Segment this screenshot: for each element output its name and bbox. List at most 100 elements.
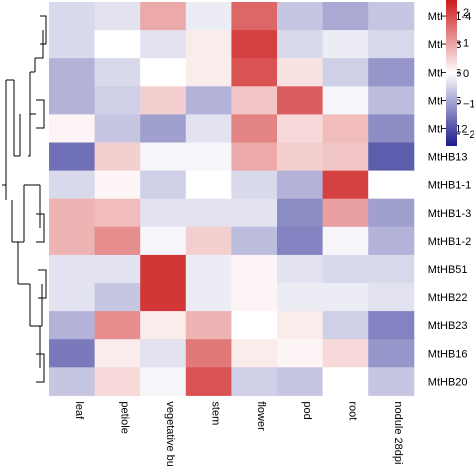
heatmap-cell	[185, 198, 232, 228]
heatmap-cell	[231, 86, 278, 115]
heatmap-cell	[49, 367, 96, 396]
row-label: MtHB51	[428, 264, 468, 276]
heatmap-cell	[94, 254, 141, 284]
heatmap-cell	[231, 254, 278, 284]
heatmap-cell	[322, 142, 369, 172]
column-label: vegetative bud	[164, 401, 176, 466]
heatmap-cell	[231, 226, 278, 256]
color-scale-tick-label: 2	[463, 7, 469, 19]
heatmap-cell	[277, 311, 324, 340]
color-scale-ticks: 2 1 0 −1 −2	[457, 7, 474, 141]
heatmap-cell	[368, 254, 415, 284]
column-label: nodule 28dpi	[392, 401, 404, 464]
heatmap-cell	[231, 142, 278, 172]
heatmap-cell	[322, 226, 369, 256]
heatmap-cell	[322, 283, 369, 312]
heatmap-cell	[322, 311, 369, 340]
heatmap-cell	[49, 2, 96, 31]
row-label: MtHB1-3	[428, 208, 471, 220]
heatmap-cell	[49, 86, 96, 115]
heatmap-cell	[322, 2, 369, 31]
color-scale-tick-label: 1	[463, 38, 469, 50]
heatmap-cell	[368, 30, 415, 59]
heatmap-cell	[185, 58, 232, 87]
column-label: leaf	[73, 401, 85, 420]
heatmap-cell	[185, 86, 232, 115]
heatmap-cell	[49, 226, 96, 256]
heatmap-cell	[277, 170, 324, 200]
heatmap-cell	[368, 283, 415, 312]
color-scale-tick-label: −1	[463, 98, 474, 110]
heatmap-cell	[277, 114, 324, 143]
heatmap-cell	[140, 58, 187, 87]
heatmap-cell	[322, 86, 369, 115]
row-labels: MtHB1-4MtHB3MtHB6MtHB5MtHB12MtHB13MtHB1-…	[428, 11, 471, 388]
heatmap-cell	[94, 58, 141, 87]
heatmap-cell	[140, 367, 187, 396]
heatmap-cell	[277, 142, 324, 172]
column-label: pod	[301, 401, 313, 419]
heatmap-cell	[277, 30, 324, 59]
heatmap-cell	[94, 311, 141, 340]
heatmap-cell	[277, 86, 324, 115]
heatmap-cell	[140, 311, 187, 340]
heatmap-cell	[94, 367, 141, 396]
row-label: MtHB13	[428, 152, 468, 164]
heatmap-cell	[277, 58, 324, 87]
heatmap-cell	[49, 339, 96, 368]
heatmap-cell	[185, 114, 232, 143]
heatmap-cell	[140, 86, 187, 115]
heatmap-cell	[277, 226, 324, 256]
heatmap-cell	[49, 254, 96, 284]
heatmap-cell	[368, 311, 415, 340]
column-label: stem	[210, 401, 222, 425]
heatmap-cell	[94, 2, 141, 31]
row-label: MtHB16	[428, 348, 468, 360]
heatmap-cell	[94, 30, 141, 59]
heatmap-cell	[49, 311, 96, 340]
heatmap-cell	[140, 339, 187, 368]
heatmap-cell	[140, 30, 187, 59]
heatmap-cell	[94, 170, 141, 200]
heatmap-cell	[368, 170, 415, 200]
heatmap-cell	[49, 283, 96, 312]
heatmap-cell	[140, 198, 187, 228]
heatmap-cell	[231, 339, 278, 368]
heatmap-cell	[185, 311, 232, 340]
heatmap-cell	[231, 2, 278, 31]
heatmap-cell	[49, 58, 96, 87]
heatmap-cell	[94, 114, 141, 143]
heatmap-cell	[368, 114, 415, 143]
heatmap-cell	[49, 30, 96, 59]
heatmap-cell	[94, 86, 141, 115]
heatmap-cell	[140, 254, 187, 284]
heatmap-cell	[231, 58, 278, 87]
heatmap-cell	[277, 283, 324, 312]
heatmap-cell	[368, 367, 415, 396]
row-label: MtHB1-1	[428, 180, 471, 192]
heatmap-cell	[185, 367, 232, 396]
heatmap-cell	[322, 254, 369, 284]
heatmap-cell	[94, 142, 141, 172]
heatmap-cell	[140, 170, 187, 200]
heatmap-cell	[231, 114, 278, 143]
heatmap-cell	[322, 339, 369, 368]
color-scale-tick-label: 0	[463, 68, 469, 80]
heatmap-cell	[140, 2, 187, 31]
row-label: MtHB1-2	[428, 236, 471, 248]
heatmap-cell	[185, 339, 232, 368]
heatmap-cell	[140, 142, 187, 172]
heatmap-cell	[231, 311, 278, 340]
heatmap-cell	[368, 226, 415, 256]
row-label: MtHB22	[428, 292, 468, 304]
heatmap-cell	[368, 86, 415, 115]
heatmap-cell	[231, 198, 278, 228]
heatmap-cell	[277, 254, 324, 284]
heatmap-cell	[322, 170, 369, 200]
heatmap-cell	[368, 142, 415, 172]
heatmap-cell	[322, 367, 369, 396]
heatmap-cell	[185, 226, 232, 256]
color-scale-bar	[446, 0, 457, 146]
heatmap-cell	[49, 142, 96, 172]
